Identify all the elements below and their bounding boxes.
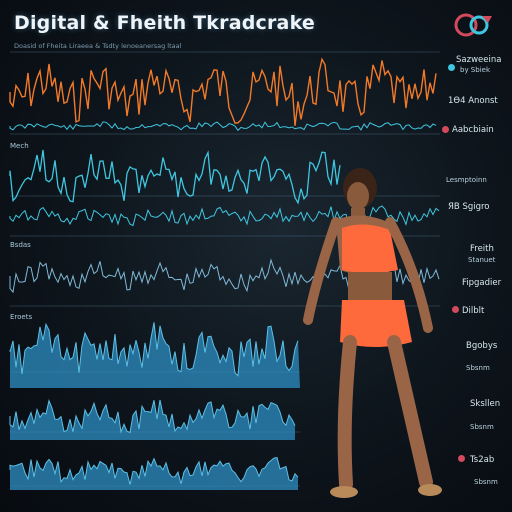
app-subtitle: Doasid of Fheita Liraeea & Tsdty lenoean…	[14, 42, 182, 50]
row-label-3: Eroets	[10, 313, 33, 321]
side-item-0-sub: by Sbiek	[460, 66, 491, 74]
side-item-3: Lesmptoinn	[446, 176, 487, 184]
side-item-9-sub: Sbsnm	[470, 423, 494, 431]
heart-icon	[452, 306, 459, 313]
side-item-5-sub: Stanuet	[468, 256, 496, 264]
orange-waveform	[9, 57, 437, 126]
row-label-2: Bsdas	[10, 241, 31, 249]
blue-area-waveform-2	[9, 399, 296, 434]
side-item-8-sub: Sbsnm	[466, 364, 490, 372]
side-item-0: Sazweeina	[456, 55, 502, 65]
side-item-2: Aabcbiain	[452, 125, 494, 135]
cyan-baseline	[9, 121, 437, 132]
athlete-figure	[303, 168, 442, 498]
blue-area-waveform-fill	[10, 322, 300, 388]
side-item-10: Ts2ab	[470, 455, 495, 465]
side-item-5: Freith	[470, 244, 494, 254]
side-item-10-sub: Sbsnm	[474, 478, 498, 486]
side-item-8: Bgobys	[466, 341, 498, 351]
heart-icon	[458, 455, 465, 462]
app-title: Digital & Fheith Tkradcrake	[14, 12, 315, 34]
side-item-9: Sksllen	[470, 399, 501, 409]
blue-area-waveform-2-fill	[10, 400, 295, 440]
blue-area-waveform-3-fill	[10, 457, 298, 490]
cyan-waveform	[9, 149, 341, 205]
heart-icon	[442, 126, 449, 133]
side-item-4: ЯB Sgigro	[448, 202, 490, 212]
side-item-6: Fipgadier	[462, 278, 502, 288]
row-label-1: Mech	[10, 142, 29, 150]
blue-area-waveform	[9, 322, 299, 377]
side-item-1: 1Ѳ4 Anonst	[448, 96, 498, 106]
side-item-7: Dilblt	[462, 306, 485, 316]
pulse-icon	[448, 64, 455, 71]
blue-area-waveform-3	[9, 457, 299, 485]
logo-icon	[454, 13, 492, 37]
